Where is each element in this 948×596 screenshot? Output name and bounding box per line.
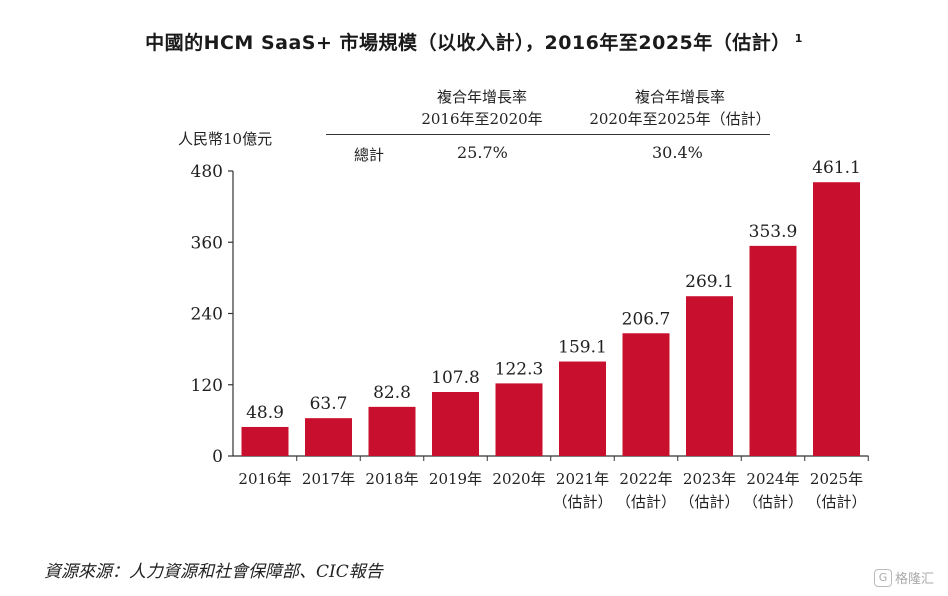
x-tick-label: （估計） — [743, 493, 803, 511]
bar-value-label: 269.1 — [685, 272, 734, 292]
bar-value-label: 206.7 — [622, 309, 671, 329]
y-tick-label: 240 — [191, 305, 223, 325]
bar-value-label: 48.9 — [246, 403, 284, 423]
x-tick-label: 2020年 — [492, 470, 545, 488]
y-tick-label: 0 — [212, 447, 223, 467]
bar — [368, 406, 416, 456]
watermark: G 格隆汇 — [873, 568, 934, 587]
cagr-value-2020-2025: 30.4% — [652, 143, 703, 162]
bar-value-label: 122.3 — [495, 359, 544, 379]
y-axis-unit-label: 人民幣10億元 — [178, 130, 273, 148]
x-tick-label: 2018年 — [365, 470, 418, 488]
y-tick-label: 120 — [191, 376, 223, 396]
bar-value-label: 63.7 — [310, 394, 348, 414]
x-tick-label: （估計） — [616, 493, 676, 511]
bar-value-label: 107.8 — [431, 368, 480, 388]
x-tick-label: 2019年 — [429, 470, 482, 488]
cagr-header-col2-line1: 複合年增長率 — [634, 88, 725, 106]
bar — [305, 418, 352, 456]
cagr-header-col1-line1: 複合年增長率 — [436, 88, 527, 106]
bar — [241, 426, 289, 456]
x-tick-label: 2025年 — [810, 470, 863, 488]
cagr-header-col1: 複合年增長率 2016年至2020年 — [402, 86, 562, 130]
bar — [686, 296, 733, 456]
chart-title: 中國的HCM SaaS+ 市場規模（以收入計），2016年至2025年（估計） 1 — [0, 28, 948, 55]
chart-title-text: 中國的HCM SaaS+ 市場規模（以收入計），2016年至2025年（估計） — [145, 32, 791, 54]
cagr-header-col2: 複合年增長率 2020年至2025年（估計） — [570, 86, 790, 130]
bar — [749, 245, 797, 456]
cagr-value-2016-2020: 25.7% — [457, 143, 508, 162]
title-footnote-marker: 1 — [794, 31, 803, 45]
bar — [432, 391, 479, 456]
x-tick-label: 2017年 — [302, 470, 355, 488]
bar — [559, 361, 606, 456]
y-tick-label: 480 — [191, 162, 223, 182]
x-tick-label: 2021年 — [556, 470, 609, 488]
x-tick-label: （估計） — [806, 493, 866, 511]
x-tick-label: 2024年 — [746, 470, 799, 488]
bar — [813, 182, 860, 457]
x-tick-label: 2023年 — [683, 470, 736, 488]
watermark-text: 格隆汇 — [894, 572, 934, 587]
cagr-divider-line — [326, 134, 770, 135]
bar-value-label: 159.1 — [558, 338, 607, 358]
bar — [622, 333, 670, 456]
cagr-row-label: 總計 — [354, 146, 385, 164]
bar — [495, 383, 543, 456]
watermark-logo-icon: G — [873, 568, 892, 587]
x-tick-label: 2022年 — [619, 470, 672, 488]
bar-value-label: 353.9 — [749, 222, 798, 242]
y-tick-label: 360 — [191, 233, 223, 253]
x-tick-label: 2016年 — [238, 470, 291, 488]
x-tick-label: （估計） — [679, 493, 739, 511]
bar-value-label: 82.8 — [373, 383, 411, 403]
x-tick-label: （估計） — [552, 493, 612, 511]
cagr-header-col2-line2: 2020年至2025年（估計） — [589, 110, 771, 128]
bar-value-label: 461.1 — [812, 158, 861, 178]
source-note: 資源來源：人力資源和社會保障部、CIC報告 — [44, 562, 383, 582]
cagr-header-col1-line2: 2016年至2020年 — [421, 110, 543, 128]
